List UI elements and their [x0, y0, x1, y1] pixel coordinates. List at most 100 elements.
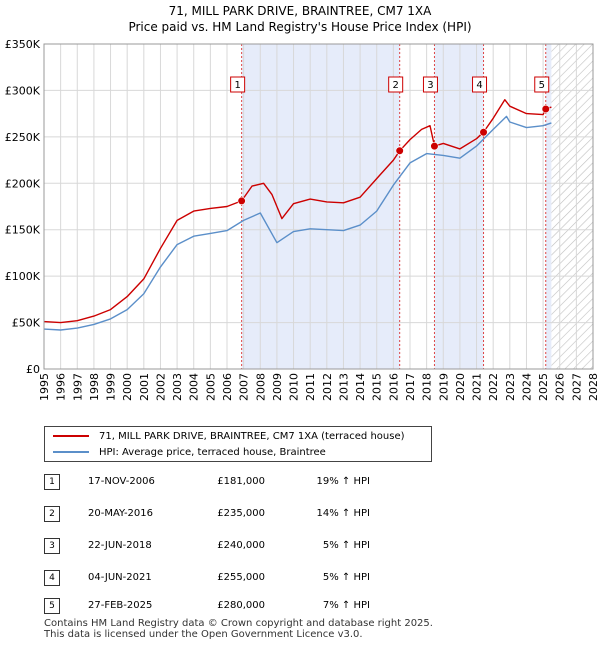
sale-date: 04-JUN-2021 [88, 572, 152, 583]
legend-swatch-property [53, 435, 89, 437]
sale-price: £255,000 [217, 572, 265, 583]
x-tick-label: 1996 [55, 373, 68, 401]
y-tick-label: £50K [12, 317, 41, 330]
table-row: 1 17-NOV-2006 £181,000 19% ↑ HPI [44, 472, 444, 492]
sale-number-badge [388, 76, 404, 93]
x-tick-label: 2024 [520, 373, 533, 401]
x-tick-label: 1999 [105, 373, 118, 401]
sale-hpi: 14% ↑ HPI [316, 508, 370, 519]
sale-badge: 5 [44, 598, 60, 614]
sale-number-label: 1 [234, 80, 240, 91]
x-tick-label: 2026 [554, 373, 567, 401]
x-tick-label: 2004 [188, 373, 201, 401]
legend-label-property: 71, MILL PARK DRIVE, BRAINTREE, CM7 1XA … [99, 430, 405, 442]
sale-number-badge [472, 76, 488, 93]
sale-hpi: 19% ↑ HPI [316, 476, 370, 487]
sale-number-label: 5 [539, 80, 545, 91]
sale-date: 17-NOV-2006 [88, 476, 155, 487]
legend-item-hpi: HPI: Average price, terraced house, Brai… [53, 444, 326, 460]
table-row: 4 04-JUN-2021 £255,000 5% ↑ HPI [44, 568, 444, 588]
sale-point [541, 104, 550, 114]
chart-legend: 71, MILL PARK DRIVE, BRAINTREE, CM7 1XA … [44, 426, 432, 462]
sale-price: £240,000 [217, 540, 265, 551]
plot-frame [43, 43, 594, 370]
sale-point [395, 146, 404, 155]
x-tick-label: 2010 [288, 373, 301, 401]
chart-title: 71, MILL PARK DRIVE, BRAINTREE, CM7 1XA [169, 4, 433, 18]
property-price-line [44, 98, 552, 324]
sale-number-badge [230, 76, 246, 93]
sale-number-badge [534, 76, 550, 93]
x-tick-label: 2020 [454, 373, 467, 401]
sale-price: £181,000 [217, 476, 265, 487]
y-tick-label: £150K [5, 224, 41, 237]
sale-date: 27-FEB-2025 [88, 600, 153, 611]
x-tick-label: 2019 [437, 373, 450, 401]
sale-date: 22-JUN-2018 [88, 540, 152, 551]
y-tick-label: £200K [5, 177, 41, 190]
x-tick-label: 2021 [471, 373, 484, 401]
x-tick-label: 2015 [371, 373, 384, 401]
sale-number-label: 3 [427, 80, 433, 91]
x-tick-label: 2011 [304, 373, 317, 401]
sale-point [479, 128, 488, 137]
sale-point [430, 142, 439, 151]
table-row: 2 20-MAY-2016 £235,000 14% ↑ HPI [44, 504, 444, 524]
sale-price: £280,000 [217, 600, 265, 611]
y-tick-label: £300K [5, 84, 41, 97]
legend-label-hpi: HPI: Average price, terraced house, Brai… [99, 446, 326, 458]
x-tick-label: 2022 [487, 373, 500, 401]
x-tick-label: 1997 [71, 373, 84, 401]
x-tick-label: 2003 [171, 373, 184, 401]
legend-item-property: 71, MILL PARK DRIVE, BRAINTREE, CM7 1XA … [53, 428, 405, 444]
x-tick-label: 2009 [271, 373, 284, 401]
chart-subtitle: Price paid vs. HM Land Registry's House … [128, 20, 471, 34]
x-tick-label: 1998 [88, 373, 101, 401]
x-tick-label: 2013 [337, 373, 350, 401]
sale-number-label: 4 [476, 80, 482, 91]
x-tick-label: 1995 [38, 373, 51, 401]
sale-hpi: 5% ↑ HPI [322, 572, 370, 583]
ownership-shade [241, 44, 400, 369]
sale-point [237, 196, 246, 206]
y-tick-label: £100K [5, 270, 41, 283]
y-tick-label: £250K [5, 131, 41, 144]
x-tick-label: 2017 [404, 373, 417, 401]
sale-badge: 4 [44, 570, 60, 586]
sale-date: 20-MAY-2016 [88, 508, 154, 519]
sale-hpi: 7% ↑ HPI [322, 600, 370, 611]
hpi-line [44, 115, 552, 331]
x-tick-label: 2027 [570, 373, 583, 401]
sale-number-label: 2 [392, 80, 398, 91]
x-tick-label: 2002 [154, 373, 167, 401]
footer-line-2: This data is licensed under the Open Gov… [44, 629, 363, 640]
footer-notice: Contains HM Land Registry data © Crown c… [44, 618, 433, 640]
x-tick-label: 2028 [587, 373, 600, 401]
sale-badge: 1 [44, 474, 60, 490]
x-tick-label: 2005 [204, 373, 217, 401]
x-tick-label: 2000 [121, 373, 134, 401]
sale-badge: 3 [44, 538, 60, 554]
sale-price: £235,000 [217, 508, 265, 519]
x-tick-label: 2023 [504, 373, 517, 401]
x-tick-label: 2001 [138, 373, 151, 401]
y-tick-label: £0 [26, 363, 40, 376]
price-chart: 71, MILL PARK DRIVE, BRAINTREE, CM7 1XA … [5, 4, 600, 401]
table-row: 3 22-JUN-2018 £240,000 5% ↑ HPI [44, 536, 444, 556]
ownership-shade [434, 44, 484, 369]
y-tick-label: £350K [5, 38, 41, 51]
x-tick-label: 2006 [221, 373, 234, 401]
x-tick-label: 2016 [387, 373, 400, 401]
x-tick-label: 2008 [254, 373, 267, 401]
x-tick-label: 2012 [321, 373, 334, 401]
legend-swatch-hpi [53, 451, 89, 453]
x-tick-label: 2007 [238, 373, 251, 401]
x-tick-label: 2014 [354, 373, 367, 401]
x-tick-label: 2018 [421, 373, 434, 401]
sale-badge: 2 [44, 506, 60, 522]
footer-line-1: Contains HM Land Registry data © Crown c… [44, 618, 433, 629]
x-tick-label: 2025 [537, 373, 550, 401]
sale-number-badge [422, 76, 438, 93]
sale-hpi: 5% ↑ HPI [322, 540, 370, 551]
forecast-hatch [551, 44, 593, 369]
